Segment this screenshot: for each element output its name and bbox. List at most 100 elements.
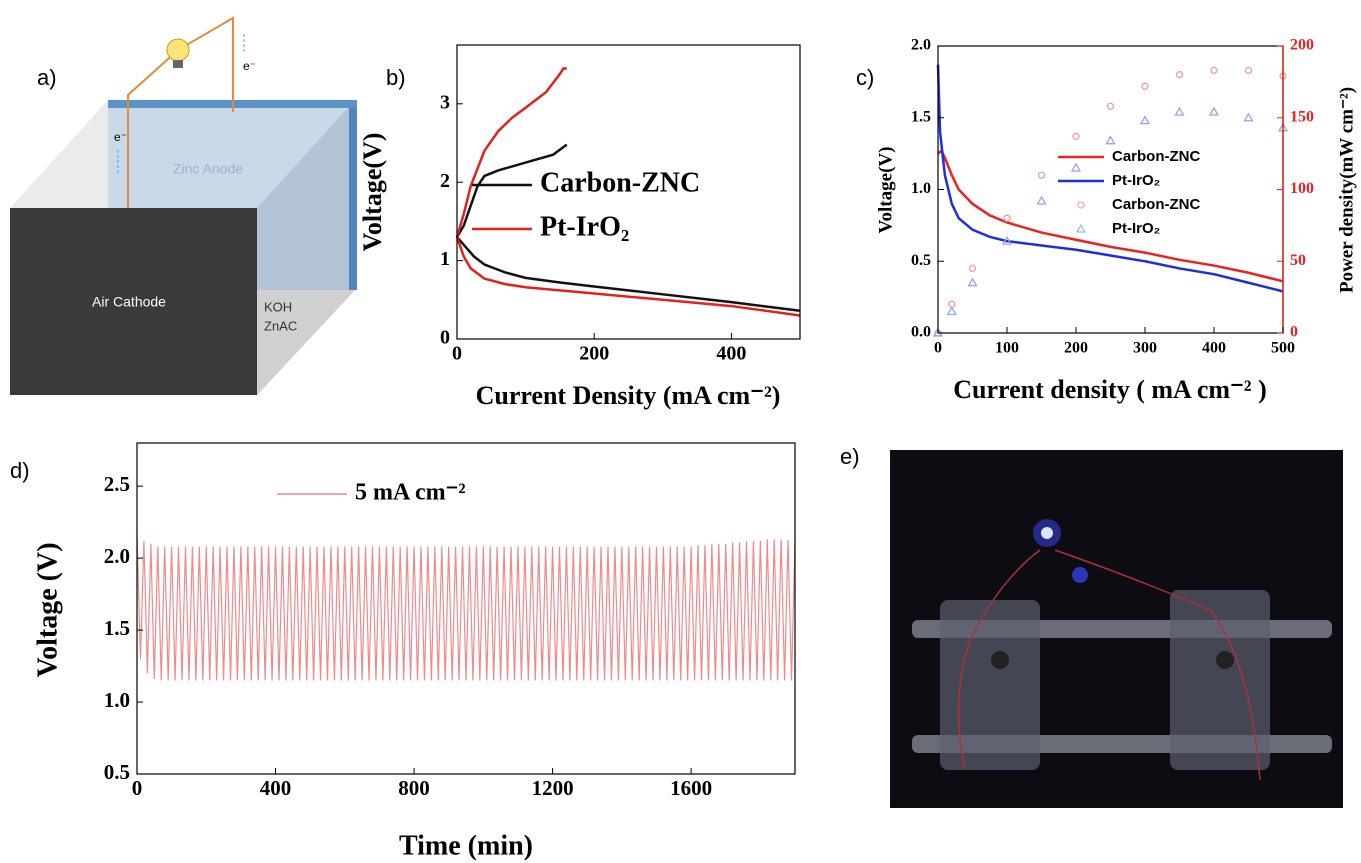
chart: 0 100 200 300 400 500 0.0 0.5 1.0 1.5 2.0 0 50 100 150… <box>875 37 1357 404</box>
electrolyte-face <box>257 290 355 395</box>
electron-label: e⁻ <box>243 59 256 73</box>
electrolyte-label: ZnAC <box>264 318 297 333</box>
x-tick-label: 400 <box>716 343 746 365</box>
data-point <box>1037 171 1046 179</box>
y2-axis-title: Power density(mW cm⁻²) <box>1336 87 1357 293</box>
y-tick-label: 1.5 <box>911 108 931 125</box>
cathode <box>10 208 257 395</box>
electrolyte-label: KOH <box>264 299 292 314</box>
x-tick-label: 0 <box>452 343 462 365</box>
y-axis-title: Voltage(V) <box>875 147 896 234</box>
legend-label: 5 mA cm⁻² <box>355 480 466 506</box>
y-tick-label: 2.0 <box>911 37 931 54</box>
data-point <box>1139 115 1151 125</box>
y2-tick-label: 100 <box>1290 180 1314 197</box>
bulb <box>166 38 190 62</box>
legend-marker <box>1076 223 1086 233</box>
data-point <box>1072 132 1080 141</box>
x-tick-label: 1600 <box>670 776 712 800</box>
y-tick-label: 2.0 <box>104 544 130 568</box>
legend-label: Carbon-ZNC <box>540 167 700 198</box>
data-point <box>1243 112 1254 122</box>
panel-label: e) <box>840 444 860 469</box>
panel-label: b) <box>386 65 406 90</box>
y-tick-label: 1.5 <box>104 616 130 640</box>
battery-diagram: e⁻ e⁻ Zinc Anode Air Cathode KOH ZnAC <box>10 16 357 395</box>
data-point <box>967 277 978 287</box>
anode-edge <box>349 100 357 290</box>
data-point <box>1174 106 1185 116</box>
x-tick-label: 400 <box>260 776 292 800</box>
plot-frame <box>456 44 801 340</box>
cathode-label: Air Cathode <box>92 294 166 310</box>
electron-label: e⁻ <box>114 130 127 144</box>
cell <box>940 600 1040 770</box>
cell-hole <box>991 651 1009 669</box>
y2-tick-label: 50 <box>1290 252 1306 269</box>
y-tick-label: 2 <box>440 170 450 192</box>
data-point <box>1001 235 1013 245</box>
x-tick-label: 0 <box>132 776 143 800</box>
bulb-base <box>173 60 183 68</box>
x-axis-title: Time (min) <box>399 830 533 861</box>
x-tick-label: 100 <box>995 340 1019 357</box>
x-tick-label: 400 <box>1202 340 1226 357</box>
lead-wire <box>1054 549 1261 781</box>
data-point <box>1141 82 1149 90</box>
y-tick-label: 0.5 <box>911 252 931 269</box>
panel-label: c) <box>856 65 874 90</box>
anode-label: Zinc Anode <box>173 161 243 177</box>
y-tick-label: 0.0 <box>911 324 931 341</box>
y-axis-title: Voltage(V) <box>358 133 387 252</box>
data-line <box>936 64 1284 293</box>
x-tick-label: 0 <box>934 340 942 357</box>
lead-wire <box>957 549 1041 771</box>
data-point <box>968 264 977 273</box>
data-point <box>1070 162 1082 172</box>
y-tick-label: 1 <box>440 248 450 270</box>
legend-label: Carbon-ZNC <box>1112 196 1200 213</box>
data-point <box>1208 106 1220 116</box>
device-photo <box>890 450 1343 808</box>
x-axis-title: Current density ( mA cm⁻² ) <box>953 375 1267 404</box>
plot-frame <box>937 45 1284 334</box>
legend-label: Pt-IrO₂ <box>1112 172 1160 189</box>
legend-marker <box>1077 201 1085 209</box>
y-tick-label: 0.5 <box>104 760 130 784</box>
x-axis-title: Current Density (mA cm⁻²) <box>476 381 781 410</box>
data-line <box>937 148 1284 283</box>
y-tick-label: 0 <box>440 327 450 349</box>
data-point <box>1210 66 1218 75</box>
led-reflection <box>1072 567 1088 583</box>
cell <box>1170 590 1270 770</box>
data-point <box>946 306 957 316</box>
y-tick-label: 3 <box>440 91 450 113</box>
data-point <box>1175 71 1184 79</box>
chart: 0 200 400 0 1 2 3 Current Density (mA cm⁻²) Volt… <box>358 44 801 410</box>
plot-frame <box>136 442 796 775</box>
y-tick-label: 2.5 <box>104 472 130 496</box>
legend-label: Pt-IrO₂ <box>540 211 629 242</box>
data-point <box>1106 102 1115 110</box>
cell-hole <box>1216 651 1234 669</box>
chart: 0 400 800 1200 1600 0.5 1.0 1.5 2.0 2.5 Time (min)… <box>32 442 796 861</box>
y-tick-label: 1.0 <box>104 688 130 712</box>
data-point <box>1036 195 1047 205</box>
y-axis-title: Voltage (V) <box>32 542 63 677</box>
data-point <box>1003 214 1011 222</box>
data-line <box>455 143 801 313</box>
data-line <box>455 67 801 317</box>
data-line <box>136 533 796 681</box>
x-tick-label: 800 <box>398 776 430 800</box>
x-tick-label: 500 <box>1271 340 1295 357</box>
panel-label: a) <box>37 65 57 90</box>
legend-label: Carbon-ZNC <box>1112 148 1200 165</box>
legend-label: Pt-IrO₂ <box>1112 220 1160 237</box>
y2-tick-label: 200 <box>1290 37 1314 54</box>
led <box>1041 527 1053 539</box>
y-tick-label: 1.0 <box>911 180 931 197</box>
y2-tick-label: 0 <box>1290 324 1298 341</box>
x-tick-label: 200 <box>1064 340 1088 357</box>
y2-tick-label: 150 <box>1290 108 1314 125</box>
